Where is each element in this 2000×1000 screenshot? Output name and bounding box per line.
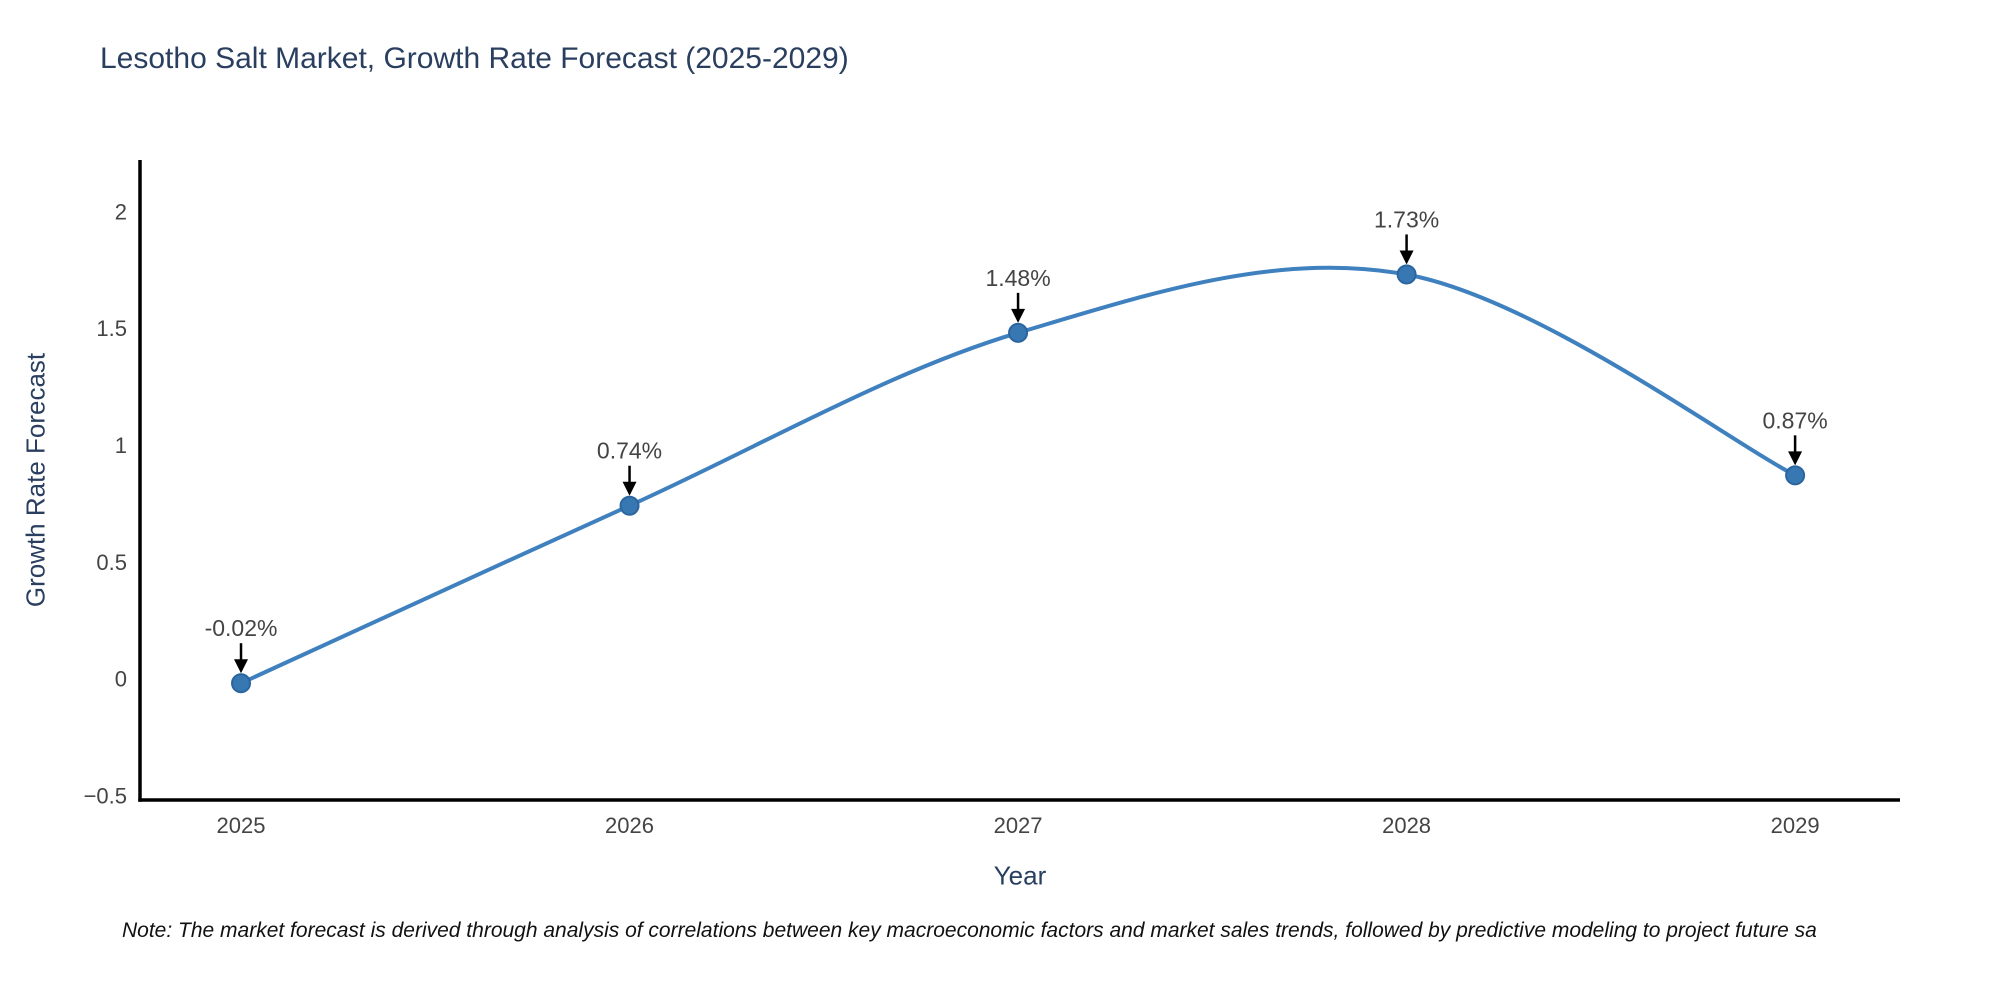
point-value-label: 0.87%	[1762, 407, 1827, 433]
data-point-marker-2029	[1785, 465, 1806, 486]
point-value-label: -0.02%	[205, 615, 278, 641]
x-axis-title: Year	[993, 860, 1047, 891]
y-tick-label: 1.5	[96, 316, 127, 341]
x-tick-label: 2026	[605, 813, 654, 838]
x-tick-label: 2029	[1771, 813, 1820, 838]
y-tick-label: 0	[115, 667, 127, 692]
point-value-label: 1.48%	[985, 265, 1050, 291]
y-tick-label: 1	[115, 433, 127, 458]
annotation-arrowhead-icon	[1011, 308, 1026, 323]
y-tick-label: −0.5	[84, 783, 127, 808]
y-tick-label: 0.5	[96, 550, 127, 575]
point-value-label: 1.73%	[1374, 206, 1439, 232]
chart-note: Note: The market forecast is derived thr…	[122, 919, 1817, 942]
annotation-arrowhead-icon	[234, 659, 249, 674]
annotation-arrowhead-icon	[622, 481, 637, 496]
x-tick-label: 2028	[1382, 813, 1431, 838]
y-tick-label: 2	[115, 199, 127, 224]
annotation-arrowhead-icon	[1399, 250, 1414, 265]
data-point-marker-2025	[231, 673, 252, 694]
data-point-marker-2028	[1396, 264, 1417, 285]
point-value-label: 0.74%	[597, 438, 662, 464]
x-tick-label: 2027	[994, 813, 1043, 838]
x-tick-label: 2025	[217, 813, 266, 838]
data-point-marker-2027	[1008, 322, 1029, 343]
chart-title: Lesotho Salt Market, Growth Rate Forecas…	[100, 42, 849, 75]
data-point-marker-2026	[619, 495, 640, 516]
annotation-arrowhead-icon	[1788, 451, 1803, 466]
